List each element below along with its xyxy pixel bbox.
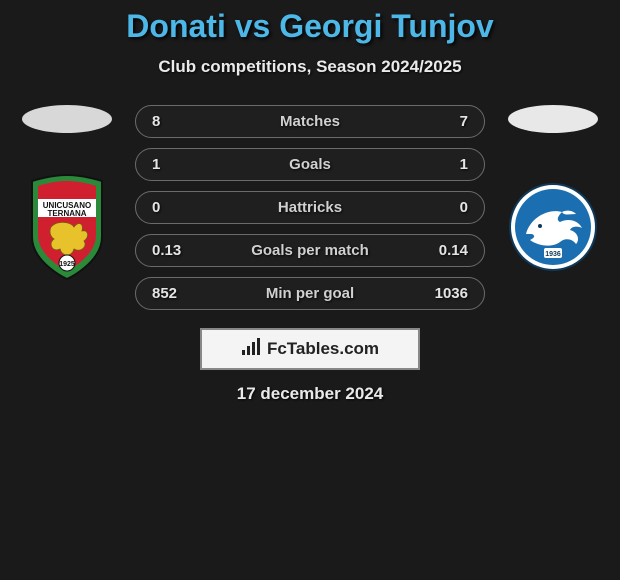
player1-name: Donati bbox=[126, 8, 226, 44]
stat-row-goals: 1 Goals 1 bbox=[135, 148, 485, 181]
stat-row-gpm: 0.13 Goals per match 0.14 bbox=[135, 234, 485, 267]
stat-label: Goals per match bbox=[192, 242, 428, 259]
stat-left: 852 bbox=[152, 285, 192, 302]
stat-row-matches: 8 Matches 7 bbox=[135, 105, 485, 138]
pescara-crest-icon: 1936 bbox=[508, 171, 598, 283]
ternana-crest-icon: UNICUSANO TERNANA 1925 bbox=[22, 171, 112, 283]
svg-text:1936: 1936 bbox=[545, 251, 561, 258]
stat-right: 1036 bbox=[428, 285, 468, 302]
chart-icon bbox=[241, 338, 263, 361]
page-title: Donati vs Georgi Tunjov bbox=[126, 8, 493, 45]
stat-right: 1 bbox=[428, 156, 468, 173]
date-text: 17 december 2024 bbox=[237, 384, 384, 404]
player2-name: Georgi Tunjov bbox=[279, 8, 494, 44]
svg-text:TERNANA: TERNANA bbox=[47, 209, 86, 218]
stat-right: 0 bbox=[428, 199, 468, 216]
right-side: 1936 bbox=[503, 105, 603, 283]
subtitle: Club competitions, Season 2024/2025 bbox=[158, 57, 461, 77]
brand-box: FcTables.com bbox=[200, 328, 420, 370]
stats-table: 8 Matches 7 1 Goals 1 0 Hattricks 0 0.13… bbox=[135, 105, 485, 310]
stat-label: Matches bbox=[192, 113, 428, 130]
brand-text: FcTables.com bbox=[267, 339, 379, 359]
stat-label: Hattricks bbox=[192, 199, 428, 216]
stat-left: 8 bbox=[152, 113, 192, 130]
stat-row-hattricks: 0 Hattricks 0 bbox=[135, 191, 485, 224]
stat-left: 1 bbox=[152, 156, 192, 173]
main-row: UNICUSANO TERNANA 1925 8 Matches 7 1 Goa… bbox=[0, 105, 620, 310]
left-ellipse bbox=[22, 105, 112, 133]
svg-text:1925: 1925 bbox=[59, 261, 75, 268]
stat-row-mpg: 852 Min per goal 1036 bbox=[135, 277, 485, 310]
stat-label: Min per goal bbox=[192, 285, 428, 302]
left-side: UNICUSANO TERNANA 1925 bbox=[17, 105, 117, 283]
stat-label: Goals bbox=[192, 156, 428, 173]
right-ellipse bbox=[508, 105, 598, 133]
stat-right: 0.14 bbox=[428, 242, 468, 259]
vs-text: vs bbox=[235, 8, 271, 44]
stat-left: 0.13 bbox=[152, 242, 192, 259]
stat-left: 0 bbox=[152, 199, 192, 216]
stat-right: 7 bbox=[428, 113, 468, 130]
